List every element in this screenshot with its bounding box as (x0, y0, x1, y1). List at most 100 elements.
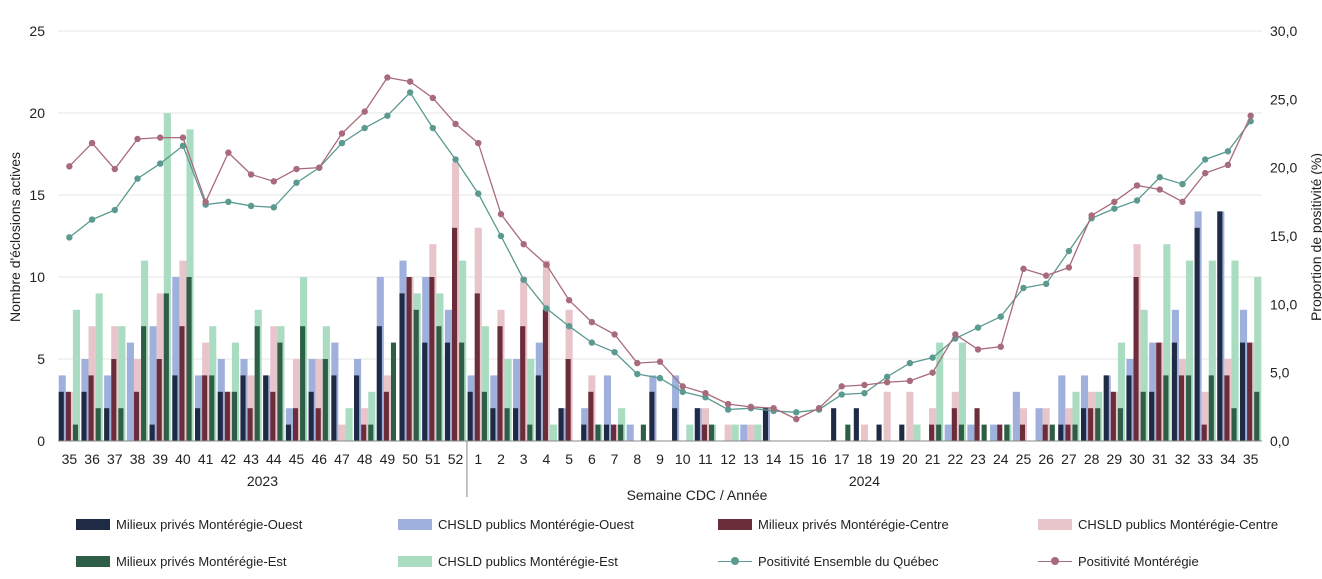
bar (263, 375, 269, 441)
line-point (565, 323, 573, 330)
bar (549, 424, 558, 441)
bar (300, 326, 306, 441)
line-point (656, 374, 664, 382)
bar (694, 408, 700, 441)
bar (111, 359, 117, 441)
x-tick-label: 20 (902, 451, 918, 467)
bar (1058, 375, 1066, 441)
line-point (906, 377, 914, 385)
bar (247, 408, 253, 441)
y2-tick-label: 5,0 (1270, 365, 1290, 381)
bar (308, 391, 314, 441)
bar (1133, 277, 1139, 441)
bar (1072, 424, 1078, 441)
line-point (497, 210, 505, 218)
x-tick-label: 37 (107, 451, 123, 467)
bar (860, 424, 869, 441)
bar (209, 375, 215, 441)
line-point (429, 124, 437, 132)
bar (315, 359, 323, 441)
bar (913, 424, 921, 441)
x-tick-label: 51 (425, 451, 441, 467)
bar (104, 408, 110, 441)
line-point (1133, 182, 1141, 189)
bar (1126, 375, 1132, 441)
bar (1163, 375, 1169, 441)
line-point (384, 112, 391, 119)
bar (368, 424, 374, 441)
line-point (838, 391, 845, 398)
line-point (997, 313, 1004, 320)
bar (126, 342, 134, 441)
y-tick-label: 20 (29, 105, 45, 121)
bar (958, 424, 964, 441)
line-point (497, 232, 505, 240)
bar (65, 391, 71, 441)
bar (429, 277, 435, 441)
bar (1004, 424, 1010, 441)
bar (558, 408, 564, 441)
line-point (157, 160, 164, 167)
bar (740, 424, 748, 441)
bar (497, 326, 503, 441)
line-point (1020, 265, 1027, 272)
x-tick-label: 15 (789, 451, 805, 467)
bar (1065, 424, 1071, 441)
year-label: 2023 (247, 473, 278, 489)
bar (1080, 408, 1087, 441)
bar (390, 342, 397, 441)
y2-tick-label: 0,0 (1270, 433, 1290, 449)
y2-tick-label: 15,0 (1270, 228, 1297, 244)
line-point (815, 405, 823, 412)
x-tick-label: 40 (175, 451, 191, 467)
x-tick-label: 34 (1220, 451, 1236, 467)
bar (701, 424, 707, 441)
bar (270, 326, 278, 441)
line-point (974, 324, 982, 331)
bar (1156, 342, 1162, 441)
line-point (202, 198, 209, 206)
bar (376, 326, 382, 441)
line-point (974, 346, 982, 353)
bar (951, 408, 957, 441)
x-tick-label: 52 (448, 451, 464, 467)
line-point (997, 343, 1004, 350)
line-point (1156, 174, 1163, 181)
line-point (611, 331, 618, 338)
bar (354, 375, 360, 441)
bar (1208, 260, 1216, 441)
bar (331, 375, 337, 441)
line-point (179, 134, 187, 141)
line-point (361, 124, 368, 132)
line-point (1111, 205, 1118, 212)
y-tick-label: 5 (37, 351, 45, 367)
line-point (66, 234, 73, 241)
bar (527, 359, 535, 441)
bar (1186, 375, 1192, 441)
line-point (270, 178, 278, 185)
line-point (475, 190, 482, 197)
bar (899, 424, 905, 441)
bar (118, 326, 126, 441)
bar (1254, 277, 1262, 441)
x-tick-label: 23 (970, 451, 986, 467)
x-tick-label: 48 (357, 451, 373, 467)
bar (1140, 309, 1148, 441)
line-point (1156, 186, 1163, 193)
bar (202, 375, 208, 441)
year-label: 2024 (849, 473, 880, 489)
bar (345, 408, 353, 441)
line-point (952, 331, 959, 338)
bar (254, 326, 260, 441)
bar (1247, 342, 1253, 441)
x-tick-label: 2 (497, 451, 505, 467)
y2-tick-label: 20,0 (1270, 160, 1297, 176)
x-tick-label: 47 (334, 451, 350, 467)
bar (399, 293, 405, 441)
bar (565, 359, 571, 441)
line-point (429, 94, 437, 102)
x-tick-label: 35 (1243, 451, 1259, 467)
bar (1217, 211, 1223, 441)
bar (422, 342, 428, 441)
